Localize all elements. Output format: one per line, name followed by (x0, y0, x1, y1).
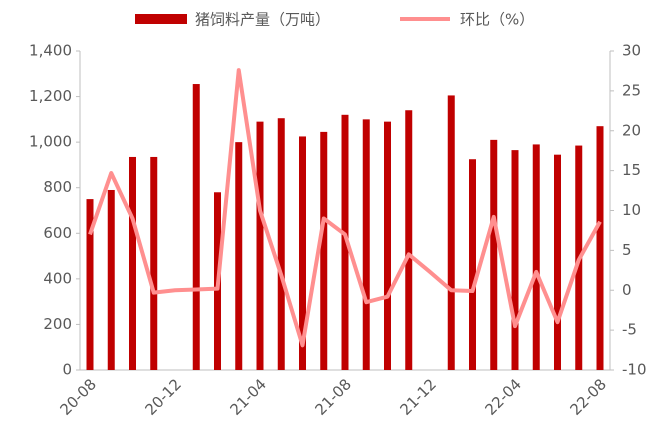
bar (235, 142, 243, 370)
y2-tick-label: 25 (622, 81, 641, 99)
x-tick-label: 21-12 (396, 375, 440, 419)
x-tick-label: 22-08 (566, 375, 610, 419)
legend-label: 环比（%） (460, 11, 534, 29)
bar (129, 156, 136, 370)
y-tick-label: 600 (43, 224, 72, 242)
bar (469, 159, 476, 370)
bar (405, 110, 413, 370)
bar (554, 154, 561, 370)
line (88, 68, 602, 348)
y2-tick-label: -10 (622, 361, 647, 379)
bar (192, 84, 200, 371)
bar (150, 156, 158, 370)
y-tick-label: 0 (62, 361, 72, 379)
bar (362, 119, 370, 370)
x-tick-label: 20-08 (56, 375, 100, 419)
y2-tick-label: -5 (622, 321, 637, 339)
y2-tick-label: 10 (622, 201, 641, 219)
bar (511, 150, 519, 370)
x-tick-label: 21-04 (226, 375, 270, 419)
legend-swatch (135, 14, 187, 24)
x-tick-label: 22-04 (481, 375, 525, 419)
bar (447, 95, 455, 371)
bar (532, 144, 540, 370)
y2-tick-label: 15 (622, 161, 641, 179)
y2-tick-label: 20 (622, 121, 641, 139)
bar (341, 114, 349, 370)
bar (299, 136, 306, 370)
bar (107, 189, 115, 370)
bar (256, 121, 264, 370)
legend-label: 猪饲料产量（万吨） (195, 11, 330, 29)
bar (277, 118, 285, 370)
bar (86, 199, 94, 370)
y-tick-label: 400 (43, 269, 72, 287)
y-tick-label: 1,400 (29, 42, 72, 60)
bar (490, 139, 498, 370)
bar (320, 131, 328, 370)
bar (384, 121, 391, 370)
y-tick-label: 1,200 (29, 87, 72, 105)
y2-tick-label: 5 (622, 241, 632, 259)
y2-tick-label: 0 (622, 281, 632, 299)
y-tick-label: 1,000 (29, 133, 72, 151)
y-tick-label: 200 (43, 315, 72, 333)
y-tick-label: 800 (43, 178, 72, 196)
bar (596, 126, 604, 370)
x-tick-label: 20-12 (141, 375, 185, 419)
y2-tick-label: 30 (622, 42, 641, 60)
x-tick-label: 21-08 (311, 375, 355, 419)
